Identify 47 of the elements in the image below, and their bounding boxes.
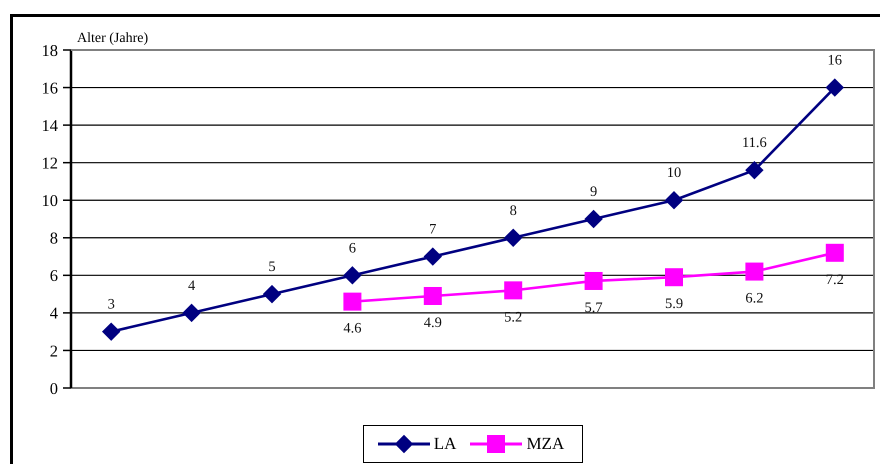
point <box>343 266 362 284</box>
point <box>584 272 603 290</box>
point <box>424 286 442 305</box>
point <box>263 285 281 304</box>
point <box>182 304 201 322</box>
point <box>826 78 844 97</box>
y-tick-label: 0 <box>50 378 58 398</box>
y-tick-label: 10 <box>42 191 58 210</box>
point <box>343 292 362 311</box>
y-axis-title: Alter (Jahre) <box>77 31 148 46</box>
data-label: 8 <box>510 202 517 219</box>
y-tick-label: 4 <box>50 304 58 323</box>
data-label: 7 <box>429 222 436 238</box>
data-label: 11.6 <box>742 135 767 152</box>
y-tick-label: 14 <box>42 116 58 135</box>
data-label: 5.2 <box>504 309 522 326</box>
data-label: 5 <box>268 259 276 276</box>
data-label: 6 <box>348 240 356 256</box>
y-tick-label: 8 <box>50 228 58 248</box>
legend-label: MZA <box>526 434 564 454</box>
point <box>102 322 120 341</box>
data-label: 6.2 <box>745 290 764 307</box>
y-tick-label: 16 <box>42 78 58 98</box>
point <box>584 210 603 228</box>
point <box>826 244 844 262</box>
data-label: 5.7 <box>584 300 603 316</box>
legend-label: LA <box>434 434 456 454</box>
data-label: 4 <box>188 278 196 294</box>
point <box>665 191 683 210</box>
point <box>504 281 522 300</box>
point <box>424 248 442 266</box>
data-label: 7.2 <box>826 272 844 288</box>
y-tick-label: 12 <box>42 154 58 173</box>
y-tick-label: 18 <box>42 40 58 60</box>
point <box>504 228 522 247</box>
data-label: 10 <box>666 165 682 182</box>
data-label: 5.9 <box>664 296 684 312</box>
y-tick-label: 2 <box>50 341 58 360</box>
data-label: 4.9 <box>424 314 442 331</box>
data-label: 4.6 <box>343 320 362 337</box>
data-label: 3 <box>108 296 115 313</box>
data-label: 9 <box>590 184 598 200</box>
point <box>745 161 764 180</box>
point <box>665 268 683 286</box>
point <box>745 262 764 281</box>
y-tick-label: 6 <box>50 266 58 286</box>
data-label: 16 <box>828 52 842 69</box>
